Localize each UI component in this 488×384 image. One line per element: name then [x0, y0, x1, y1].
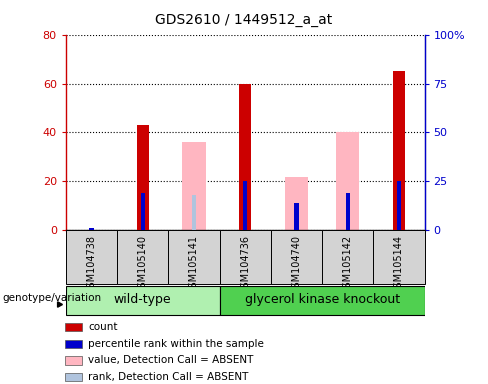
- Bar: [322, 230, 373, 284]
- Text: count: count: [88, 322, 118, 332]
- Bar: [294, 203, 299, 230]
- Bar: [373, 230, 425, 284]
- Text: GSM104740: GSM104740: [291, 235, 302, 294]
- Bar: [89, 228, 94, 230]
- Bar: [271, 230, 322, 284]
- Text: GSM104738: GSM104738: [86, 235, 97, 294]
- Bar: [393, 71, 405, 230]
- Text: GSM105141: GSM105141: [189, 235, 199, 294]
- Bar: [65, 323, 82, 331]
- Bar: [192, 195, 196, 230]
- Bar: [346, 193, 350, 230]
- Text: GSM105140: GSM105140: [138, 235, 148, 294]
- Bar: [220, 286, 425, 315]
- Text: genotype/variation: genotype/variation: [2, 293, 102, 303]
- Bar: [240, 84, 251, 230]
- Bar: [65, 356, 82, 364]
- Bar: [168, 230, 220, 284]
- Bar: [220, 230, 271, 284]
- Bar: [183, 142, 205, 230]
- Bar: [66, 230, 117, 284]
- Bar: [141, 193, 145, 230]
- Text: value, Detection Call = ABSENT: value, Detection Call = ABSENT: [88, 356, 254, 366]
- Polygon shape: [58, 302, 62, 307]
- Text: rank, Detection Call = ABSENT: rank, Detection Call = ABSENT: [88, 372, 249, 382]
- Bar: [137, 125, 148, 230]
- Bar: [285, 177, 308, 230]
- Bar: [346, 193, 350, 230]
- Text: percentile rank within the sample: percentile rank within the sample: [88, 339, 264, 349]
- Text: GSM105142: GSM105142: [343, 235, 353, 294]
- Text: wild-type: wild-type: [114, 293, 172, 306]
- Bar: [336, 132, 359, 230]
- Text: GDS2610 / 1449512_a_at: GDS2610 / 1449512_a_at: [155, 13, 333, 27]
- Bar: [65, 373, 82, 381]
- Text: GSM104736: GSM104736: [240, 235, 250, 294]
- Bar: [294, 203, 299, 230]
- Text: GSM105144: GSM105144: [394, 235, 404, 294]
- Text: glycerol kinase knockout: glycerol kinase knockout: [244, 293, 400, 306]
- Bar: [117, 230, 168, 284]
- Bar: [66, 286, 220, 315]
- Bar: [243, 182, 247, 230]
- Bar: [89, 228, 94, 230]
- Bar: [65, 340, 82, 348]
- Bar: [397, 182, 401, 230]
